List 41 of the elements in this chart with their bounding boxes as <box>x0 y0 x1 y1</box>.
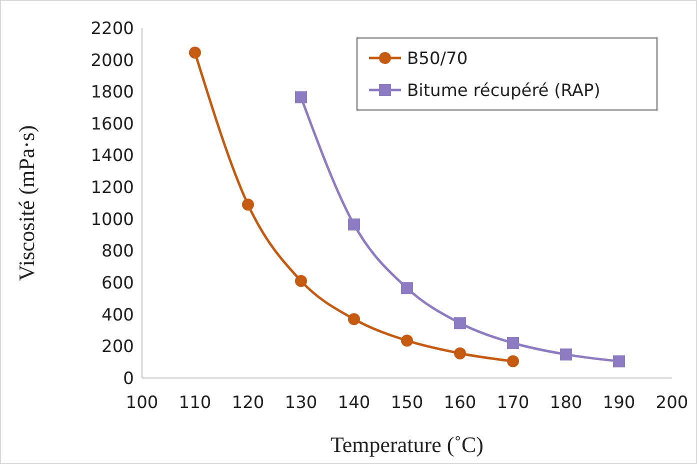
x-tick-label: 190 <box>602 393 636 413</box>
point <box>560 348 572 360</box>
point <box>189 46 201 59</box>
point <box>401 334 413 347</box>
y-tick-label: 2000 <box>90 50 134 71</box>
x-tick-label: 180 <box>550 393 582 413</box>
x-tick-label: 140 <box>338 393 370 413</box>
y-tick-label: 2200 <box>90 18 134 39</box>
point <box>348 218 360 230</box>
x-tick-label: 150 <box>390 393 424 413</box>
x-tick-label: 120 <box>232 393 264 413</box>
x-tick-label: 100 <box>126 393 158 413</box>
y-tick-label: 1000 <box>90 210 134 230</box>
legend-label: Bitume récupéré (RAP) <box>407 80 600 101</box>
point <box>295 91 307 104</box>
x-tick-label: 170 <box>496 393 530 413</box>
legend-label: B50/70 <box>407 48 468 69</box>
point <box>613 355 625 368</box>
point <box>454 347 466 360</box>
point <box>348 313 360 326</box>
y-tick-label: 600 <box>102 273 134 294</box>
x-tick-label: 110 <box>178 393 212 413</box>
y-tick-label: 1600 <box>90 114 134 134</box>
y-tick-label: 800 <box>102 242 134 262</box>
x-axis-title: Temperature (˚C) <box>330 432 484 457</box>
point <box>295 274 307 287</box>
point <box>507 355 519 368</box>
y-tick-label: 1400 <box>90 146 134 166</box>
x-tick-label: 160 <box>444 393 476 413</box>
y-tick-label: 1200 <box>90 178 134 198</box>
y-tick-label: 200 <box>102 337 134 358</box>
y-tick-label: 0 <box>123 368 134 389</box>
y-axis-title: Viscosité (mPa·s) <box>14 125 39 281</box>
y-tick-label: 1800 <box>90 82 134 103</box>
point <box>401 282 413 294</box>
x-tick-label: 200 <box>656 393 688 413</box>
y-tick-label: 400 <box>102 305 134 326</box>
point <box>454 317 466 330</box>
point <box>507 337 519 349</box>
x-tick-label: 130 <box>284 393 318 413</box>
point <box>242 198 254 211</box>
